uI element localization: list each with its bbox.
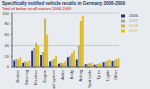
svg-text:Axles: Axles [60, 70, 65, 80]
svg-text:Brakes: Brakes [15, 70, 20, 82]
svg-text:Engine: Engine [42, 69, 47, 82]
svg-text:40: 40 [8, 43, 10, 48]
svg-text:Lights: Lights [105, 70, 110, 81]
svg-text:80: 80 [8, 21, 10, 26]
svg-text:Other: Other [113, 69, 118, 80]
svg-text:Fuel system: Fuel system [51, 69, 56, 89]
html-text:2006: 2006 [129, 13, 138, 18]
svg-text:Airbag: Airbag [78, 70, 83, 82]
html-text:2009: 2009 [129, 28, 138, 33]
html-text:Specifically notified vehicle: Specifically notified vehicle recalls in… [2, 1, 126, 6]
svg-text:0: 0 [8, 64, 10, 69]
html-text:2007: 2007 [129, 18, 138, 23]
svg-text:Body: Body [69, 70, 74, 79]
svg-text:100: 100 [8, 11, 10, 16]
svg-text:Electrics: Electrics [33, 70, 38, 85]
svg-text:Tyres: Tyres [96, 70, 101, 80]
svg-text:Seat belts: Seat belts [87, 70, 92, 88]
svg-text:60: 60 [8, 32, 10, 37]
svg-text:20: 20 [8, 54, 10, 59]
html-text:Total of below recall notices: Total of below recall notices 2006-2009 [2, 6, 72, 11]
svg-text:Steering: Steering [24, 70, 29, 85]
html-text:2008: 2008 [129, 23, 138, 28]
